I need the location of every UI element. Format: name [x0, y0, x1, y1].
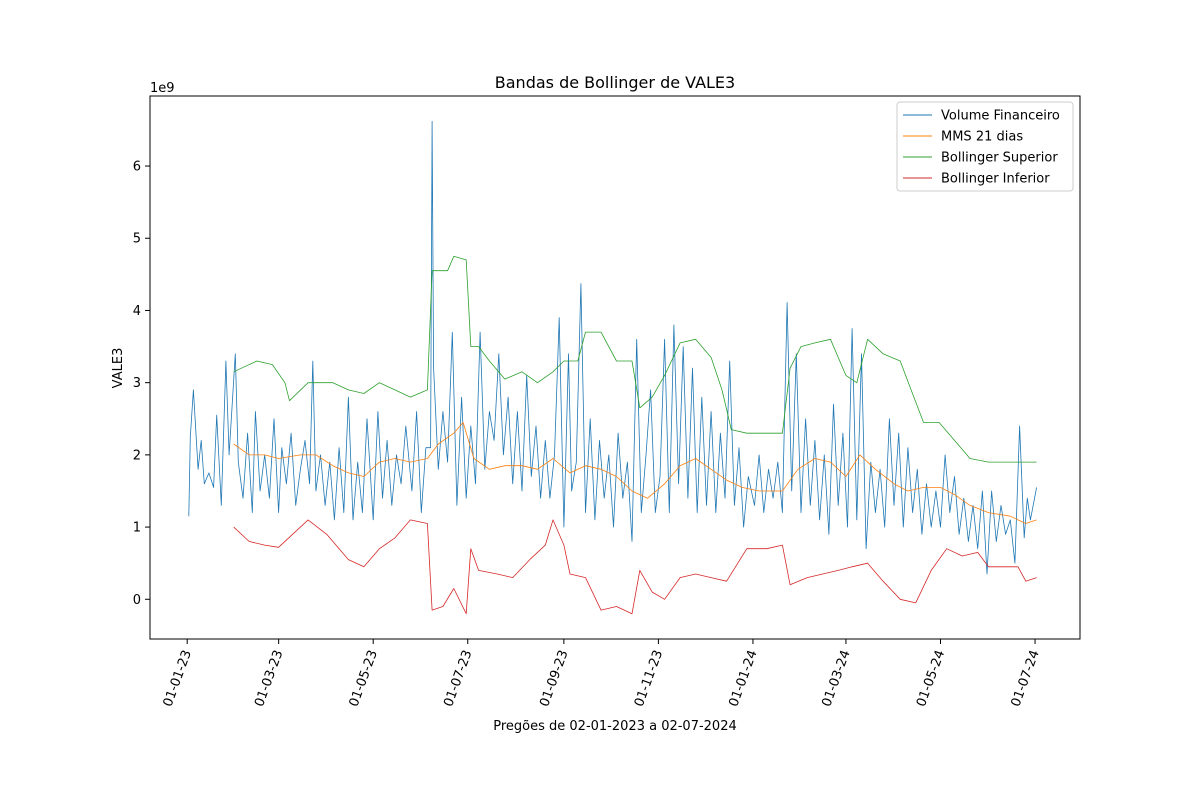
y-offset-label: 1e9	[150, 81, 175, 96]
y-axis-label: VALE3	[111, 348, 126, 389]
y-tick-label-3: 3	[133, 376, 141, 391]
legend-label-2: Bollinger Superior	[941, 151, 1058, 166]
y-tick-label-2: 2	[133, 448, 141, 463]
plot-frame	[149, 95, 1081, 640]
x-axis-label: Pregões de 02-01-2023 a 02-07-2024	[493, 719, 737, 734]
legend-label-3: Bollinger Inferior	[941, 172, 1050, 187]
y-tick-label-0: 0	[133, 593, 141, 608]
legend-box	[896, 101, 1074, 192]
y-tick-label-5: 5	[133, 232, 141, 247]
y-tick-label-4: 4	[133, 304, 141, 319]
legend-label-0: Volume Financeiro	[941, 109, 1060, 124]
legend-label-1: MMS 21 dias	[941, 130, 1023, 145]
series-line-2	[233, 255, 1037, 463]
plot-lines	[188, 120, 1037, 615]
chart-title: Bandas de Bollinger de VALE3	[495, 73, 735, 92]
series-line-1	[233, 422, 1037, 524]
y-tick-label-6: 6	[133, 160, 141, 175]
y-axis: 0 1 2 3 4 5 6	[133, 160, 150, 608]
legend: Volume Financeiro MMS 21 dias Bollinger Su…	[896, 101, 1074, 192]
series-line-3	[233, 519, 1037, 615]
y-tick-label-1: 1	[133, 521, 141, 536]
